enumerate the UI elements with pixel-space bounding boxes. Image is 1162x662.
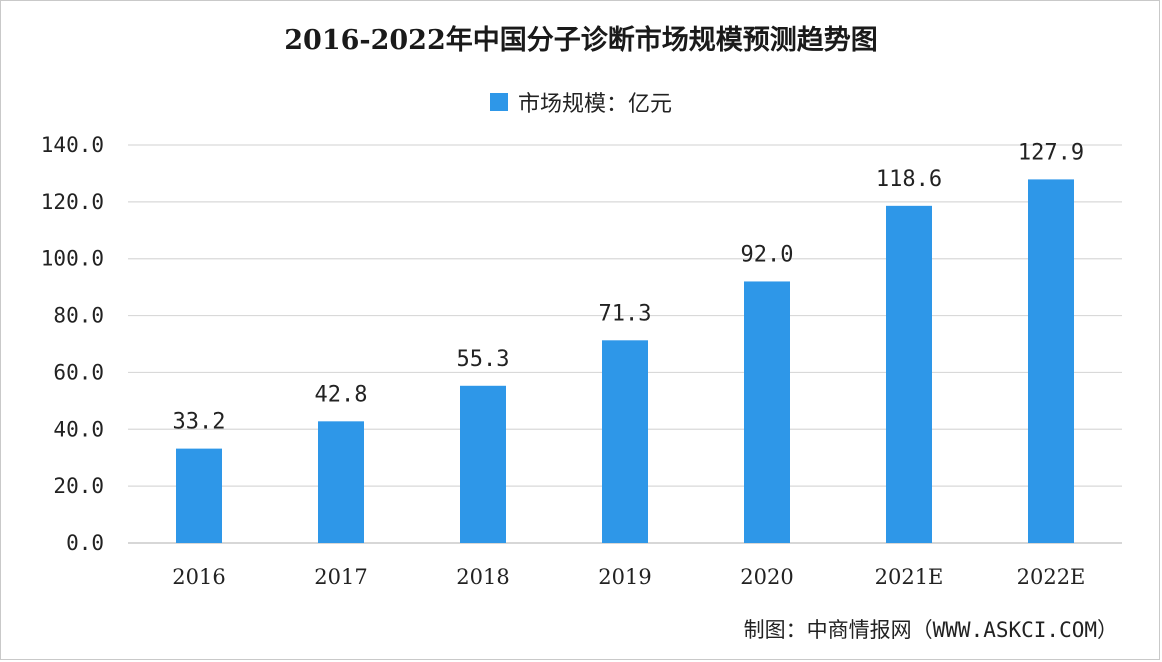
y-tick-label: 100.0: [41, 247, 104, 271]
data-label: 42.8: [315, 382, 368, 407]
y-axis-ticks: 0.0 20.0 40.0 60.0 80.0 100.0 120.0 140.0: [41, 133, 104, 555]
bar-2021E: [886, 205, 932, 543]
data-label: 71.3: [599, 301, 652, 326]
data-label: 118.6: [876, 167, 942, 192]
y-tick-label: 40.0: [53, 417, 104, 441]
x-tick-label: 2022E: [1017, 565, 1086, 589]
data-label: 127.9: [1018, 140, 1084, 165]
data-label: 33.2: [173, 410, 226, 435]
data-label: 92.0: [741, 242, 794, 267]
legend-label: 市场规模：亿元: [517, 92, 672, 117]
data-labels: 33.2 42.8 55.3 71.3 92.0 118.6 127.9: [173, 140, 1085, 434]
y-tick-label: 80.0: [53, 304, 104, 328]
y-tick-label: 20.0: [53, 474, 104, 498]
x-tick-label: 2019: [598, 565, 651, 589]
bar-2020: [744, 281, 790, 543]
x-tick-label: 2020: [740, 565, 793, 589]
bar-2019: [602, 340, 648, 543]
x-tick-label: 2016: [172, 565, 225, 589]
x-tick-label: 2021E: [875, 565, 944, 589]
bar-2016: [176, 448, 222, 543]
legend-swatch: [489, 93, 508, 111]
legend: 市场规模：亿元: [0, 86, 1162, 118]
y-tick-label: 0.0: [66, 531, 104, 555]
y-tick-label: 120.0: [41, 190, 104, 214]
bars: [176, 179, 1074, 544]
data-label: 55.3: [457, 347, 510, 372]
y-tick-label: 140.0: [41, 133, 104, 157]
bar-2018: [460, 385, 506, 543]
x-tick-label: 2017: [314, 565, 367, 589]
y-tick-label: 60.0: [53, 360, 104, 384]
bar-2022E: [1028, 179, 1074, 544]
chart-title: 2016-2022年中国分子诊断市场规模预测趋势图: [284, 25, 878, 56]
source-credit: 制图：中商情报网（WWW.ASKCI.COM）: [743, 618, 1118, 642]
x-tick-label: 2018: [456, 565, 509, 589]
bar-2017: [318, 421, 364, 543]
x-axis-ticks: 2016 2017 2018 2019 2020 2021E 2022E: [172, 565, 1085, 589]
